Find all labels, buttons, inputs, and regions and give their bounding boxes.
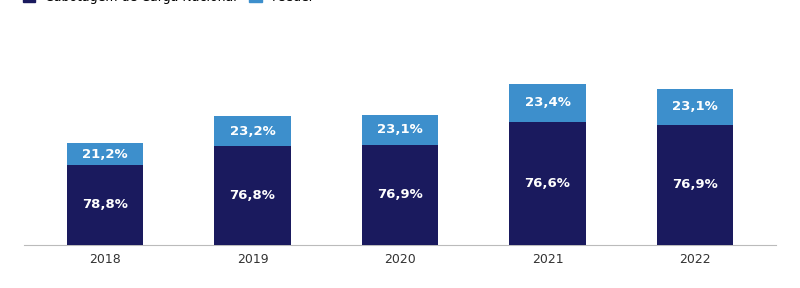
Text: 23,1%: 23,1% [377, 123, 423, 136]
Bar [214, 146, 291, 245]
Text: 23,4%: 23,4% [525, 96, 570, 109]
Bar [657, 125, 734, 245]
Bar [509, 84, 586, 122]
Bar [657, 89, 734, 125]
Bar [362, 115, 438, 145]
Text: 78,8%: 78,8% [82, 198, 128, 211]
Bar [509, 122, 586, 245]
Bar [214, 116, 291, 146]
Text: 23,1%: 23,1% [672, 100, 718, 113]
Text: 21,2%: 21,2% [82, 148, 128, 161]
Bar [362, 145, 438, 245]
Bar [66, 143, 143, 165]
Legend: Cabotagem de Carga Nacional, Feeder: Cabotagem de Carga Nacional, Feeder [22, 0, 315, 3]
Text: 76,8%: 76,8% [230, 189, 275, 202]
Text: 76,9%: 76,9% [672, 178, 718, 191]
Text: 76,9%: 76,9% [377, 188, 423, 201]
Bar [66, 165, 143, 245]
Text: 23,2%: 23,2% [230, 125, 275, 138]
Text: 76,6%: 76,6% [525, 177, 570, 190]
